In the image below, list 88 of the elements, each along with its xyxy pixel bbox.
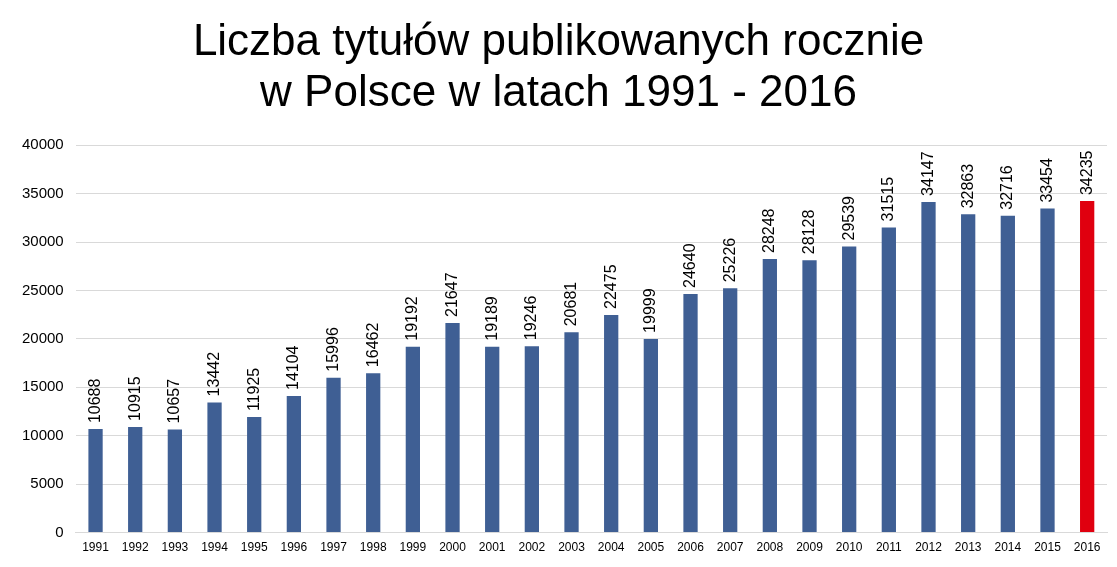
x-tick-label: 2005	[637, 540, 665, 555]
y-tick-label: 0	[55, 522, 64, 540]
bar	[604, 314, 619, 533]
data-label: 16462	[363, 322, 381, 368]
x-tick-label: 1995	[240, 540, 268, 555]
data-label: 10688	[85, 378, 103, 424]
y-tick-label: 15000	[21, 377, 64, 395]
bar	[445, 322, 460, 533]
data-label: 19246	[522, 295, 540, 341]
x-tick-label: 2001	[478, 540, 506, 555]
x-tick-label: 1991	[82, 540, 110, 555]
x-tick-label: 1996	[280, 540, 308, 555]
data-label: 14104	[284, 345, 302, 390]
data-label: 25226	[720, 237, 738, 283]
bar	[1040, 208, 1055, 533]
x-tick-label: 2003	[558, 540, 586, 555]
x-tick-label: 2015	[1034, 540, 1062, 555]
bar	[961, 214, 976, 533]
y-tick-label: 30000	[21, 232, 64, 250]
x-tick-label: 2016	[1073, 540, 1101, 555]
bar	[564, 332, 579, 533]
data-label: 33454	[1037, 158, 1055, 203]
bar	[128, 426, 143, 533]
bar	[366, 373, 381, 533]
data-label: 13442	[204, 351, 222, 397]
y-tick-label: 40000	[21, 135, 64, 153]
y-tick-label: 25000	[21, 280, 64, 298]
bar	[88, 429, 103, 533]
data-label: 19999	[641, 288, 659, 333]
data-label: 19192	[403, 296, 421, 341]
y-tick-label: 10000	[21, 425, 64, 443]
data-label: 10915	[125, 376, 143, 421]
bar	[167, 429, 183, 533]
x-tick-label: 1999	[399, 540, 427, 555]
bar	[723, 288, 738, 533]
data-label: 10657	[165, 378, 183, 424]
bar	[842, 246, 857, 533]
y-tick-label: 35000	[21, 183, 64, 201]
x-tick-label: 1992	[121, 540, 149, 555]
x-tick-label: 2014	[994, 540, 1022, 555]
x-tick-label: 2002	[518, 540, 546, 555]
data-label: 22475	[601, 264, 619, 309]
data-label: 19189	[482, 296, 500, 341]
x-tick-label: 1994	[201, 540, 229, 555]
data-label: 11925	[244, 367, 262, 412]
data-label: 32716	[998, 165, 1016, 210]
bar	[1080, 201, 1095, 533]
chart-title: Liczba tytułów publikowanych rocznie w Polsce w latach 1991 - 2016	[192, 15, 925, 116]
data-label: 32863	[958, 163, 976, 209]
data-label: 15996	[323, 327, 341, 372]
data-label: 31515	[879, 176, 897, 222]
bar	[405, 346, 420, 533]
y-tick-label: 5000	[30, 474, 64, 492]
bar	[524, 346, 539, 533]
bar	[881, 227, 896, 533]
x-tick-label: 2011	[875, 540, 903, 555]
bar	[485, 346, 500, 533]
data-label: 29539	[839, 195, 857, 241]
bar	[643, 338, 658, 533]
bar	[247, 417, 262, 533]
bar	[326, 377, 341, 533]
x-tick-label: 2006	[677, 540, 705, 555]
data-label: 28248	[760, 208, 778, 254]
data-label: 28128	[799, 209, 817, 255]
bar	[1000, 215, 1015, 533]
bar	[286, 396, 302, 533]
data-label: 34147	[918, 151, 936, 196]
x-tick-label: 2009	[796, 540, 824, 555]
bar	[762, 259, 777, 533]
x-tick-label: 1997	[320, 540, 348, 555]
x-tick-label: 2008	[756, 540, 784, 555]
bar	[207, 402, 222, 533]
bar	[683, 293, 698, 533]
x-tick-label: 1993	[161, 540, 189, 555]
bar	[802, 260, 817, 533]
data-label: 20681	[561, 281, 579, 327]
x-tick-label: 2000	[439, 540, 467, 555]
y-tick-label: 20000	[21, 329, 64, 347]
x-tick-label: 2004	[597, 540, 625, 555]
x-tick-label: 2007	[716, 540, 744, 555]
bar	[921, 201, 936, 533]
x-tick-label: 2013	[954, 540, 982, 555]
x-tick-label: 2012	[915, 540, 943, 555]
data-label: 21647	[442, 272, 460, 317]
x-tick-label: 2010	[835, 540, 863, 555]
data-label: 24640	[680, 243, 698, 288]
data-label: 34235	[1077, 150, 1095, 196]
x-tick-label: 1998	[359, 540, 387, 555]
